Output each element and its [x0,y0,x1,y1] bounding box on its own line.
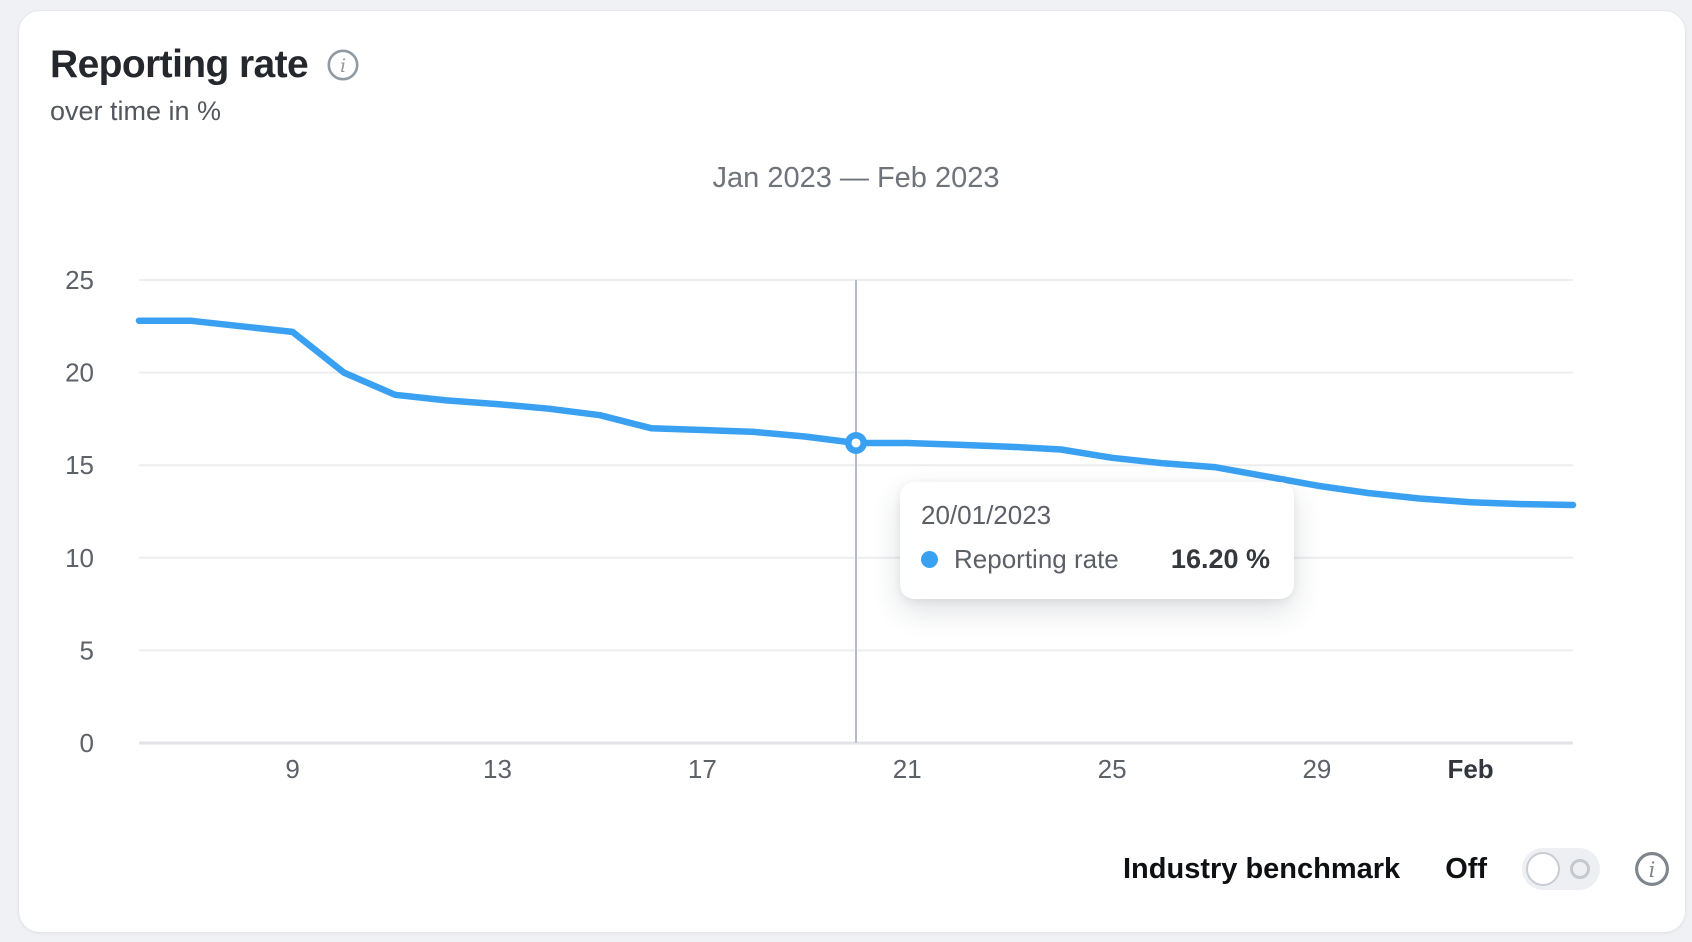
tooltip-row: Reporting rate 16.20 % [921,544,1270,575]
x-axis-label: 29 [1302,754,1331,784]
highlight-marker-center [851,438,861,448]
benchmark-toggle[interactable] [1522,848,1601,890]
x-axis-label: 9 [285,754,299,784]
x-axis-label: 25 [1098,754,1127,784]
tooltip-value: 16.20 % [1170,544,1270,574]
series-dot-icon [921,551,938,568]
x-axis-label: 21 [893,754,922,784]
info-icon: i [1635,852,1670,886]
chart-subtitle: over time in % [50,96,222,126]
x-axis-label: Feb [1447,754,1493,784]
reporting-rate-card [18,10,1686,933]
industry-benchmark-label: Industry benchmark [1123,852,1401,885]
benchmark-state-label: Off [1445,852,1488,885]
svg-text:i: i [1649,858,1656,882]
x-axis-label: 17 [688,754,717,784]
title-info-button[interactable]: i [326,48,360,82]
toggle-off-ring-icon [1570,859,1591,879]
y-axis-label: 20 [65,358,94,388]
tooltip-date: 20/01/2023 [921,500,1052,530]
page-title: Reporting rate [50,43,309,86]
benchmark-info-button[interactable]: i [1633,850,1671,888]
y-axis-label: 10 [65,543,94,573]
y-axis-label: 5 [80,635,94,665]
industry-benchmark-row: Industry benchmark Off i [1123,848,1671,890]
card-header: Reporting rate i [50,43,360,87]
y-axis-label: 25 [65,265,94,295]
x-axis-label: 13 [483,754,512,784]
y-axis-label: 15 [65,450,94,480]
toggle-knob[interactable] [1526,852,1561,886]
chart-period-title: Jan 2023 — Feb 2023 [712,162,1000,194]
tooltip-series-label: Reporting rate [954,544,1119,574]
chart-tooltip: 20/01/2023 Reporting rate 16.20 % [900,482,1294,599]
y-axis-label: 0 [80,728,94,758]
svg-text:i: i [340,55,346,77]
info-icon: i [327,49,359,81]
